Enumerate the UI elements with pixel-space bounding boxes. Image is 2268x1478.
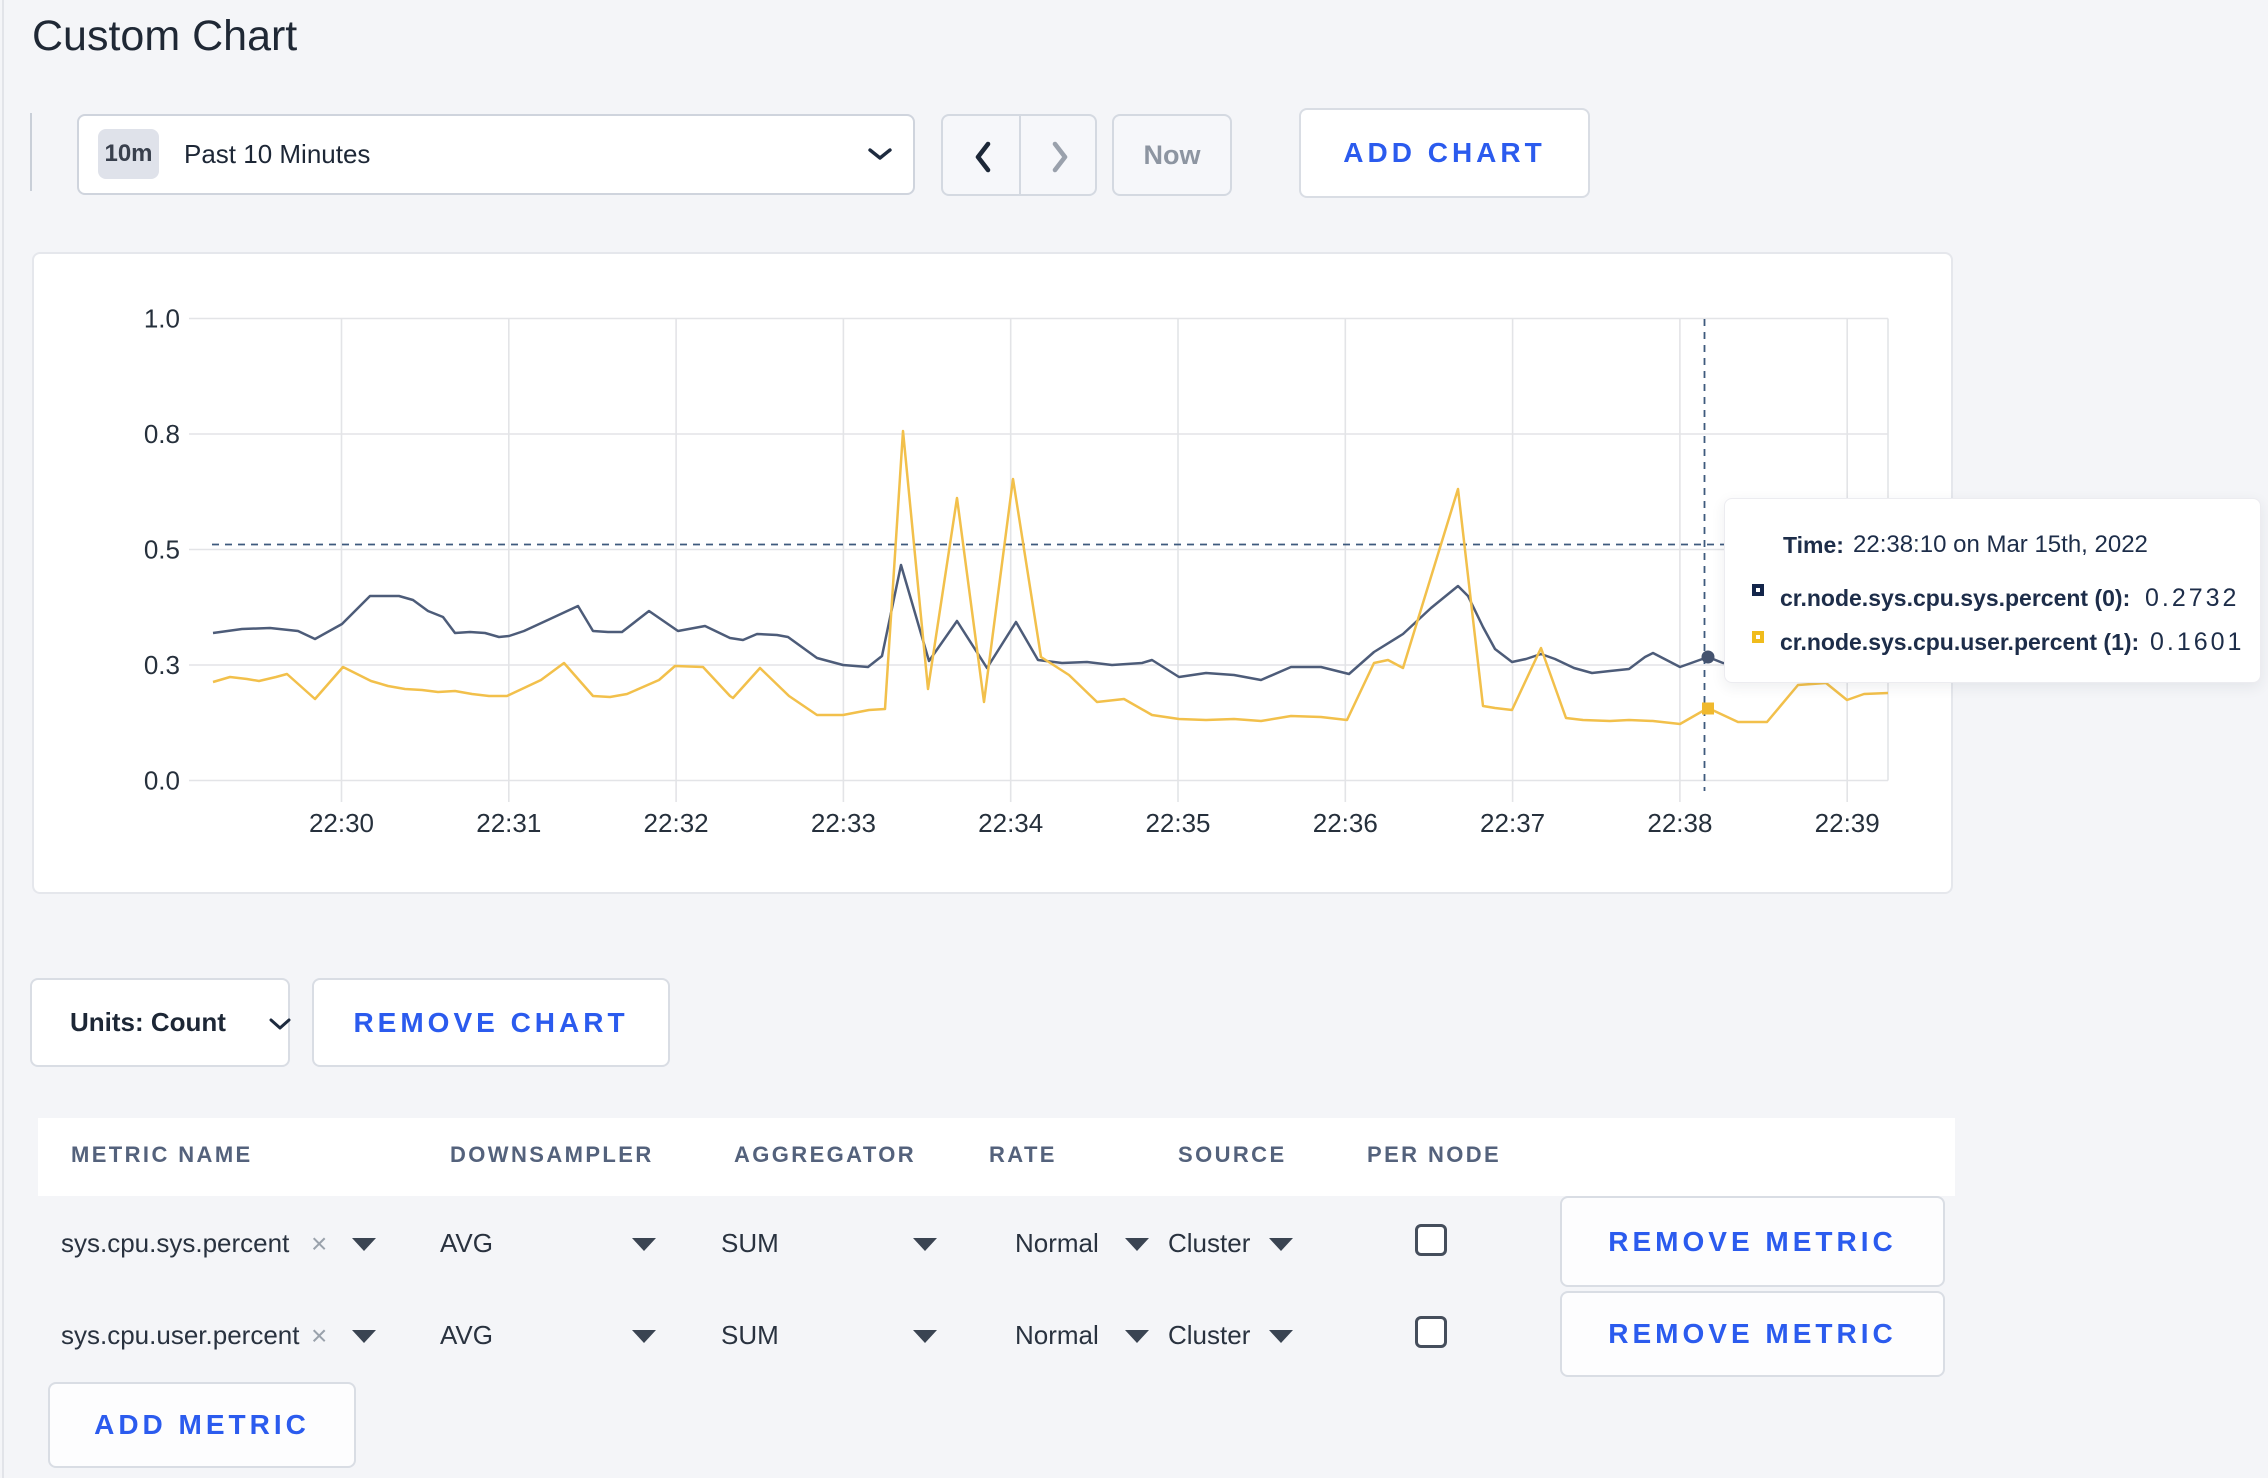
svg-text:22:36: 22:36	[1313, 808, 1378, 838]
svg-text:0.5: 0.5	[144, 535, 180, 565]
svg-text:22:33: 22:33	[811, 808, 876, 838]
svg-text:22:31: 22:31	[476, 808, 541, 838]
svg-text:0.0: 0.0	[144, 766, 180, 796]
svg-text:22:32: 22:32	[644, 808, 709, 838]
svg-text:0.8: 0.8	[144, 419, 180, 449]
svg-text:0.3: 0.3	[144, 650, 180, 680]
svg-text:22:39: 22:39	[1815, 808, 1880, 838]
svg-text:22:35: 22:35	[1145, 808, 1210, 838]
svg-text:1.0: 1.0	[144, 304, 180, 334]
svg-text:22:37: 22:37	[1480, 808, 1545, 838]
svg-text:22:30: 22:30	[309, 808, 374, 838]
svg-text:22:34: 22:34	[978, 808, 1043, 838]
svg-text:22:38: 22:38	[1647, 808, 1712, 838]
